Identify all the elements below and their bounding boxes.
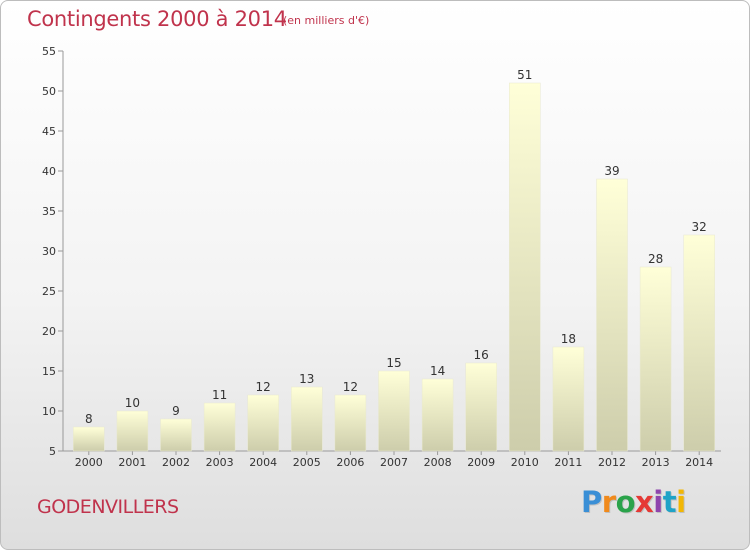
- bar-2014: [683, 234, 715, 452]
- data-label-2007: 15: [386, 356, 401, 370]
- x-tick-label-2010: 2010: [511, 456, 539, 469]
- data-label-2009: 16: [474, 348, 489, 362]
- chart-bars: [73, 82, 715, 452]
- proxiti-logo: Proxiti: [581, 485, 686, 519]
- data-label-2003: 11: [212, 388, 227, 402]
- bar-2002: [160, 418, 192, 452]
- bar-2011: [552, 346, 585, 452]
- chart-labels: 2000 8 2001 10 2002 9 2003 11 2004 12 2005 13 2006 12…: [75, 68, 713, 469]
- bar-2001: [116, 410, 149, 452]
- x-tick-label-2000: 2000: [75, 456, 103, 469]
- bar-2012: [596, 178, 628, 452]
- x-tick-label-2011: 2011: [554, 456, 582, 469]
- x-tick-label-2005: 2005: [293, 456, 321, 469]
- bar-2013: [639, 266, 672, 452]
- x-tick-label-2001: 2001: [118, 456, 146, 469]
- bar-2006: [334, 394, 367, 452]
- data-label-2013: 28: [648, 252, 663, 266]
- y-tick-label: 15: [42, 365, 56, 378]
- y-tick-label: 40: [42, 165, 56, 178]
- data-label-2008: 14: [430, 364, 445, 378]
- data-label-2005: 13: [299, 372, 314, 386]
- y-tick-label: 30: [42, 245, 56, 258]
- data-label-2001: 10: [125, 396, 140, 410]
- data-label-2010: 51: [517, 68, 532, 82]
- y-tick-label: 25: [42, 285, 56, 298]
- bar-2005: [291, 386, 323, 452]
- x-tick-label-2004: 2004: [249, 456, 277, 469]
- y-tick-label: 5: [49, 445, 56, 458]
- y-tick-label: 50: [42, 85, 56, 98]
- data-label-2000: 8: [85, 412, 93, 426]
- y-tick-label: 20: [42, 325, 56, 338]
- data-label-2004: 12: [256, 380, 271, 394]
- bar-2003: [203, 402, 236, 452]
- x-tick-label-2008: 2008: [424, 456, 452, 469]
- data-label-2011: 18: [561, 332, 576, 346]
- x-tick-label-2012: 2012: [598, 456, 626, 469]
- y-tick-label: 10: [42, 405, 56, 418]
- x-tick-label-2009: 2009: [467, 456, 495, 469]
- y-tick-label: 45: [42, 125, 56, 138]
- bar-2010: [509, 82, 541, 452]
- data-label-2002: 9: [172, 404, 180, 418]
- bar-2009: [465, 362, 497, 452]
- data-label-2006: 12: [343, 380, 358, 394]
- x-tick-label-2014: 2014: [685, 456, 713, 469]
- bar-2008: [421, 378, 454, 452]
- x-tick-label-2013: 2013: [642, 456, 670, 469]
- x-tick-label-2003: 2003: [206, 456, 234, 469]
- commune-name: GODENVILLERS: [37, 496, 179, 518]
- bar-2000: [73, 426, 105, 452]
- x-tick-label-2002: 2002: [162, 456, 190, 469]
- chart-title: Contingents 2000 à 2014: [27, 7, 287, 31]
- y-tick-label: 35: [42, 205, 56, 218]
- chart-subtitle: (en milliers d'€): [283, 14, 370, 27]
- bar-2004: [247, 394, 279, 452]
- data-label-2012: 39: [604, 164, 619, 178]
- x-tick-label-2006: 2006: [336, 456, 364, 469]
- bar-2007: [378, 370, 410, 452]
- x-tick-label-2007: 2007: [380, 456, 408, 469]
- y-tick-label: 55: [42, 45, 56, 58]
- data-label-2014: 32: [692, 220, 707, 234]
